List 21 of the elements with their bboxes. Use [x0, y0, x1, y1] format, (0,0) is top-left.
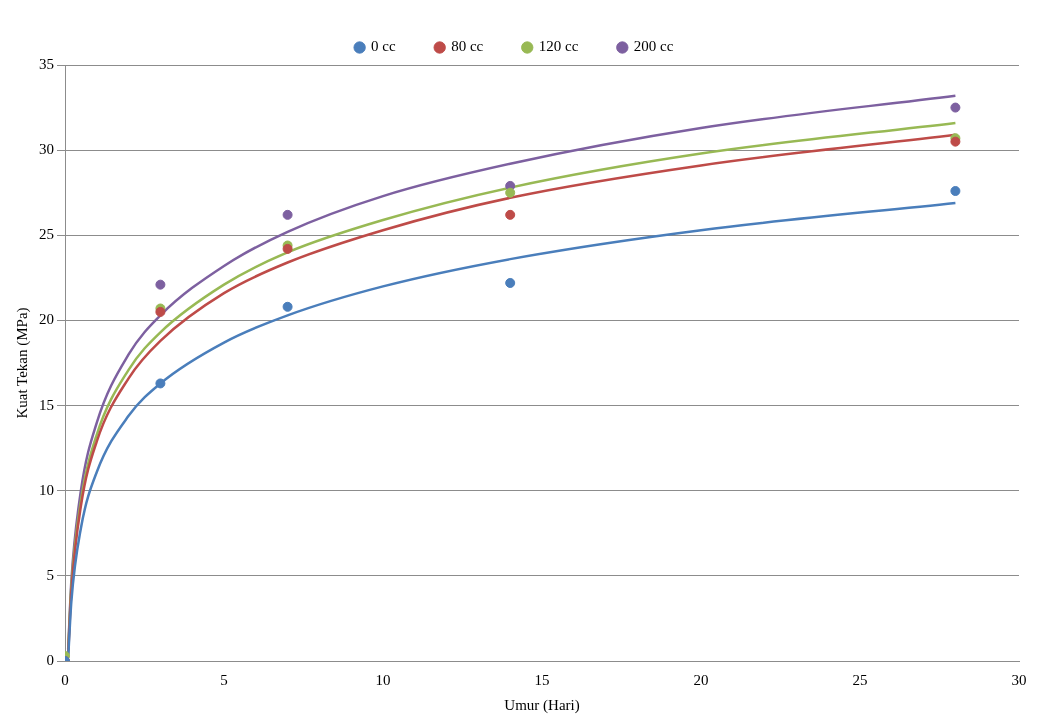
legend-label: 200 cc — [633, 38, 674, 55]
y-tick-label: 15 — [39, 396, 54, 413]
x-tick-label: 25 — [852, 671, 868, 688]
y-tick-label: 30 — [39, 141, 54, 158]
x-tick-label: 5 — [220, 671, 228, 688]
x-tick-label: 10 — [375, 671, 391, 688]
y-tick-label: 10 — [39, 481, 54, 498]
x-tick-label: 30 — [1011, 671, 1027, 688]
legend-label: 80 cc — [451, 38, 484, 55]
x-tick-label: 15 — [534, 671, 550, 688]
x-tick-label: 20 — [693, 671, 709, 688]
legend-label: 120 cc — [538, 38, 579, 55]
y-tick-label: 20 — [39, 311, 54, 328]
y-tick-label: 25 — [39, 226, 54, 243]
y-axis-title: Kuat Tekan (MPa) — [13, 307, 31, 419]
y-tick-label: 5 — [46, 566, 54, 583]
x-axis-title: Umur (Hari) — [504, 696, 580, 714]
legend-label: 0 cc — [371, 38, 397, 55]
y-tick-label: 35 — [39, 55, 54, 72]
x-tick-label: 0 — [61, 671, 69, 688]
y-tick-label: 0 — [46, 651, 54, 668]
